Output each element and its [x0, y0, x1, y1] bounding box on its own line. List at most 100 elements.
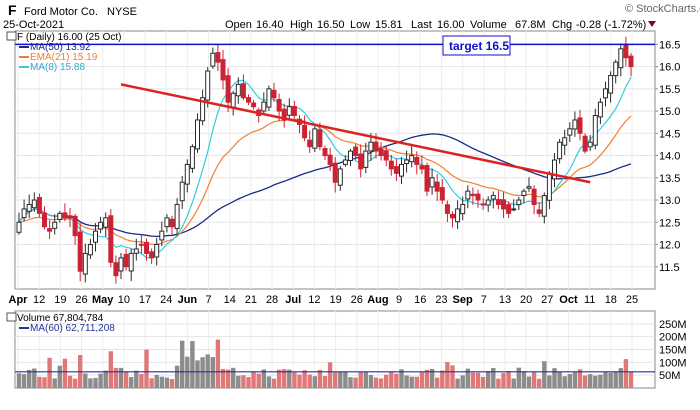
- candle-body: [154, 244, 160, 258]
- volume-bar: [378, 378, 384, 388]
- candle-body: [133, 248, 139, 254]
- candle-body: [342, 159, 348, 165]
- candle-body: [144, 241, 149, 254]
- price-tick-label: 13.0: [659, 195, 680, 207]
- volume-bar: [154, 374, 159, 388]
- volume-bar: [307, 374, 312, 388]
- price-axis-ticks: 11.5 12.0 12.5 13.0 13.5 14.0 14.5 15.0 15.5 16.0…: [655, 39, 680, 274]
- candle-body: [393, 166, 399, 174]
- candle-body: [271, 89, 277, 99]
- candle-body: [516, 199, 522, 206]
- volume-bar: [159, 376, 164, 388]
- candle-body: [363, 150, 369, 168]
- quote-chg-label: Chg: [552, 19, 572, 31]
- candle-body: [404, 159, 410, 164]
- volume-bar: [353, 377, 358, 388]
- date-tick-label: 14: [224, 294, 236, 306]
- volume-bar: [389, 371, 394, 388]
- candle-body: [246, 97, 251, 103]
- volume-bar: [562, 376, 567, 388]
- candle-body: [302, 124, 308, 139]
- quote-volume-label: Volume: [470, 19, 507, 31]
- candle-body: [409, 155, 415, 163]
- candle-body: [82, 252, 88, 275]
- candle-body: [480, 203, 486, 206]
- volume-bar: [419, 372, 425, 388]
- candle-body: [526, 186, 532, 189]
- volume-legend-swatch: [6, 312, 17, 322]
- date-tick-label: 11: [584, 294, 595, 306]
- candle-body: [21, 208, 27, 219]
- volume-bar: [21, 374, 27, 388]
- candle-body: [62, 212, 68, 219]
- candle-body: [251, 102, 257, 108]
- volume-bar: [480, 376, 486, 388]
- volume-bar: [113, 367, 119, 388]
- candle-body: [261, 101, 267, 112]
- candle-body: [541, 195, 547, 217]
- volume-bar: [358, 371, 363, 388]
- quote-low-label: Low: [350, 19, 370, 31]
- candle-body: [26, 203, 32, 212]
- candle-body: [240, 83, 246, 99]
- candle-body: [36, 196, 42, 214]
- candle-body: [399, 163, 404, 177]
- vol-ma60-legend: MA(60) 62,711,208: [30, 323, 115, 334]
- volume-legend: Volume 67,804,784: [17, 313, 104, 324]
- candle-body: [546, 172, 552, 201]
- candle-body: [475, 193, 481, 201]
- company-name: Ford Motor Co.: [24, 6, 98, 18]
- candle-body: [485, 199, 491, 206]
- candle-body: [460, 203, 466, 215]
- price-tick-label: 11.5: [659, 262, 680, 274]
- price-tick-label: 14.0: [659, 151, 680, 163]
- volume-bar: [598, 374, 603, 388]
- volume-bar: [496, 378, 501, 388]
- candle-body: [337, 168, 343, 186]
- volume-bar: [409, 376, 414, 388]
- volume-bar: [603, 371, 608, 388]
- candle-body: [439, 187, 445, 201]
- volume-bar: [363, 371, 368, 388]
- volume-bar: [220, 369, 226, 388]
- candle-body: [332, 162, 338, 183]
- candle-body: [72, 215, 78, 237]
- candle-body: [118, 257, 124, 272]
- candle-body: [210, 52, 216, 67]
- candle-body: [383, 150, 389, 161]
- candle-body: [531, 188, 537, 205]
- ema21-line: [18, 115, 632, 246]
- exchange-label: NYSE: [107, 6, 137, 18]
- candle-body: [67, 215, 73, 219]
- volume-bar: [256, 373, 261, 388]
- volume-bar: [384, 374, 389, 388]
- price-tick-label: 15.5: [659, 84, 680, 96]
- date-tick-label: 17: [139, 294, 151, 306]
- volume-bars: [16, 339, 634, 388]
- price-tick-label: 16.0: [659, 62, 680, 74]
- ma50-line: [18, 133, 632, 238]
- candle-body: [592, 115, 598, 146]
- volume-bar: [83, 373, 88, 388]
- volume-bar: [236, 375, 241, 388]
- volume-bar: [215, 339, 221, 388]
- candle-body: [501, 199, 506, 210]
- candle-body: [434, 181, 440, 192]
- volume-tick-label: 150M: [659, 345, 687, 357]
- date-tick-label: 21: [245, 294, 257, 306]
- candle-body: [608, 74, 614, 94]
- price-tick-label: 12.5: [659, 217, 680, 229]
- volume-bar: [567, 374, 572, 388]
- candle-body: [215, 52, 221, 63]
- date-tick-label: 10: [118, 294, 130, 306]
- volume-bar: [251, 371, 256, 388]
- volume-bar: [241, 375, 246, 388]
- volume-bar: [180, 340, 185, 388]
- price-tick-label: 14.5: [659, 128, 680, 140]
- volume-bar: [190, 341, 195, 388]
- volume-bar: [470, 372, 476, 388]
- date-tick-label: 26: [351, 294, 363, 306]
- volume-bar: [465, 368, 470, 388]
- candle-body: [189, 146, 195, 169]
